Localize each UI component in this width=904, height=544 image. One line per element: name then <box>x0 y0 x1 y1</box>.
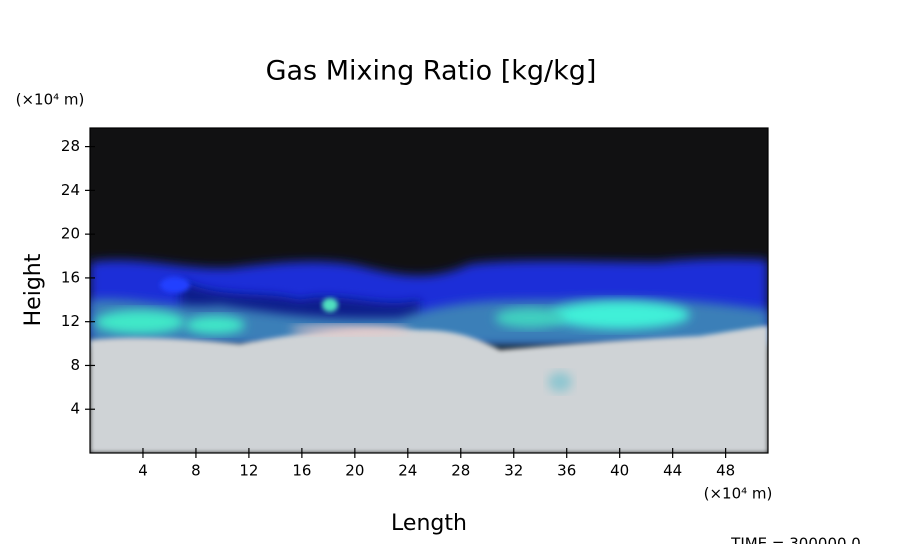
plot-frame <box>89 127 769 454</box>
chart-title: Gas Mixing Ratio [kg/kg] <box>266 56 597 87</box>
y-axis-label: Height <box>21 253 46 326</box>
y-tick-label: 24 <box>61 181 80 199</box>
x-tick-label: 32 <box>504 462 523 480</box>
x-tick-label: 48 <box>716 462 735 480</box>
x-tick-label: 20 <box>345 462 364 480</box>
y-unit: (×10⁴ m) <box>16 91 85 109</box>
y-tick-label: 16 <box>61 268 80 286</box>
x-tick-label: 28 <box>451 462 470 480</box>
x-tick-label: 4 <box>138 462 148 480</box>
x-tick-label: 24 <box>398 462 417 480</box>
x-unit: (×10⁴ m) <box>704 485 773 503</box>
y-tick-label: 20 <box>61 225 80 243</box>
x-tick-label: 36 <box>557 462 576 480</box>
y-tick-label: 8 <box>70 356 80 374</box>
y-tick-label: 28 <box>61 137 80 155</box>
x-tick-label: 44 <box>663 462 682 480</box>
field-image <box>90 128 768 453</box>
x-tick-label: 16 <box>292 462 311 480</box>
y-tick-label: 4 <box>70 400 80 418</box>
x-tick-label: 8 <box>191 462 201 480</box>
x-axis-label: Length <box>391 511 467 536</box>
y-tick-label: 12 <box>61 312 80 330</box>
x-tick-label: 12 <box>239 462 258 480</box>
x-tick-label: 40 <box>610 462 629 480</box>
time-label: TIME = 300000.0 <box>730 535 861 544</box>
